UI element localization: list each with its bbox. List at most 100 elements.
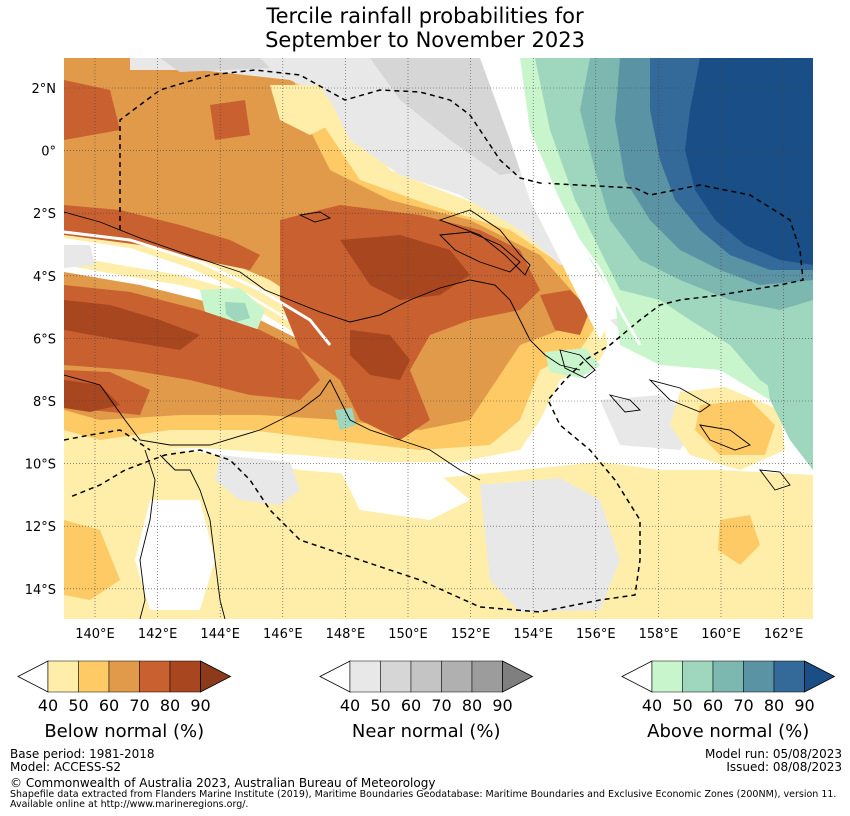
x-tick-label: 162°E (764, 627, 804, 642)
colorbar-swatch (712, 660, 744, 693)
below-normal-80-png-south (350, 330, 410, 380)
colorbar-tick-label: 60 (703, 696, 723, 715)
colorbar-tick-label: 70 (129, 696, 149, 715)
colorbar-tick-label: 70 (431, 696, 451, 715)
coastline-bougainville (559, 349, 596, 379)
coastline-cape-york (139, 449, 156, 619)
colorbar-swatch (471, 660, 503, 693)
colorbar-swatch (410, 660, 442, 693)
coastline-gulf-east (159, 454, 226, 619)
colorbar-swatch (47, 660, 79, 693)
colorbar-tick-label: 80 (764, 696, 784, 715)
x-tick-label: 146°E (263, 627, 303, 642)
colorbar-swatch (743, 660, 775, 693)
colorbar-under-triangle (621, 660, 653, 693)
below-normal-80-highlands (340, 235, 470, 300)
model-text: Model: ACCESS-S2 (10, 760, 122, 774)
coastline-solomon-2 (648, 379, 711, 413)
colorbars: 40 50 60 70 80 90 Below normal (%) 40 50 60 70 80 90… (17, 660, 836, 742)
colorbar-title: Below normal (%) (44, 721, 204, 742)
y-tick-label: 0° (41, 145, 56, 160)
colorbar-1: 40 50 60 70 80 90 Below normal (%) (17, 660, 232, 742)
x-tick-label: 140°E (75, 627, 115, 642)
above-normal-inland-core (225, 302, 250, 322)
coastlines (64, 209, 791, 619)
coastline-new-britain (439, 231, 521, 273)
x-tick-label: 148°E (326, 627, 366, 642)
near-normal-white-gulf (135, 500, 215, 610)
colorbar-tick-label: 50 (370, 696, 390, 715)
colorbar-over-triangle (804, 660, 836, 693)
below-normal-80-south (64, 300, 200, 350)
colorbar-tick-label: 60 (401, 696, 421, 715)
y-tick-label: 10°S (25, 458, 56, 473)
y-tick-label: 6°S (33, 332, 56, 347)
near-normal-west (64, 245, 95, 268)
colorbar-swatch (349, 660, 381, 693)
coastline-new-ireland (438, 209, 531, 276)
colorbar-over-triangle (200, 660, 232, 693)
above-normal-east-stripe (760, 320, 813, 470)
eez-boundaries (64, 69, 804, 613)
shapefile-credit-line1: Shapefile data extracted from Flanders M… (10, 789, 837, 800)
colorbar-swatch (139, 660, 171, 693)
x-tick-label: 156°E (576, 627, 616, 642)
colorbar-under-triangle (319, 660, 351, 693)
x-tick-label: 154°E (513, 627, 553, 642)
colorbar-swatch (108, 660, 140, 693)
x-tick-label: 144°E (200, 627, 240, 642)
map-fill-regions (64, 58, 813, 619)
eez-png-west (64, 429, 151, 451)
colorbar-swatch (441, 660, 473, 693)
chart-title-line1: Tercile rainfall probabilities for (266, 4, 584, 28)
colorbar-tick-label: 50 (68, 696, 88, 715)
colorbar-tick-label: 90 (794, 696, 814, 715)
coastline-solomon-3 (699, 424, 751, 451)
x-tick-label: 152°E (451, 627, 491, 642)
colorbar-over-triangle (502, 660, 534, 693)
copyright-text: © Commonwealth of Australia 2023, Austra… (10, 776, 436, 790)
near-normal-patch-south-center (480, 478, 620, 612)
below-normal-south-50 (64, 520, 120, 600)
model-run-text: Model run: 05/08/2023 (704, 747, 842, 761)
below-normal-80-sw (64, 380, 120, 412)
coastline-new-guinea-north (64, 211, 581, 371)
colorbar-tick-label: 50 (672, 696, 692, 715)
near-normal-patch-coral-sea (215, 455, 300, 505)
below-normal-pale-top (270, 85, 340, 135)
colorbar-under-triangle (17, 660, 49, 693)
near-normal-white-center (340, 470, 470, 520)
colorbar-swatch (380, 660, 412, 693)
coastline-new-guinea-south (64, 374, 481, 481)
colorbar-tick-label: 80 (160, 696, 180, 715)
below-normal-solomons-50 (695, 400, 775, 455)
y-tick-label: 8°S (33, 395, 56, 410)
colorbar-tick-label: 70 (733, 696, 753, 715)
near-normal-north-top (160, 58, 270, 72)
below-normal-70-top (210, 100, 250, 140)
contour-edge-above (508, 58, 642, 346)
colorbar-swatch (682, 660, 714, 693)
x-tick-label: 160°E (701, 627, 741, 642)
colorbar-tick-label: 90 (492, 696, 512, 715)
colorbar-swatch (773, 660, 805, 693)
y-tick-label: 12°S (25, 520, 56, 535)
colorbar-tick-label: 90 (190, 696, 210, 715)
x-tick-label: 142°E (138, 627, 178, 642)
below-normal-70-sepik (64, 205, 260, 270)
y-tick-label: 2°S (33, 207, 56, 222)
colorbar-tick-label: 40 (642, 696, 662, 715)
colorbar-2: 40 50 60 70 80 90 Near normal (%) (319, 660, 534, 742)
y-axis-ticks: 2°N 0° 2°S 4°S 6°S 8°S 10°S 12°S 14°S (25, 82, 56, 598)
y-tick-label: 4°S (33, 270, 56, 285)
above-normal-green-patch (545, 348, 600, 378)
base-period-text: Base period: 1981-2018 (10, 747, 155, 761)
near-normal-north-east-white (480, 58, 620, 340)
colorbar-swatch (169, 660, 201, 693)
colorbar-tick-label: 80 (462, 696, 482, 715)
map-gridlines (64, 58, 813, 619)
x-tick-label: 150°E (388, 627, 428, 642)
colorbar-3: 40 50 60 70 80 90 Above normal (%) (621, 660, 836, 742)
colorbar-tick-label: 40 (340, 696, 360, 715)
